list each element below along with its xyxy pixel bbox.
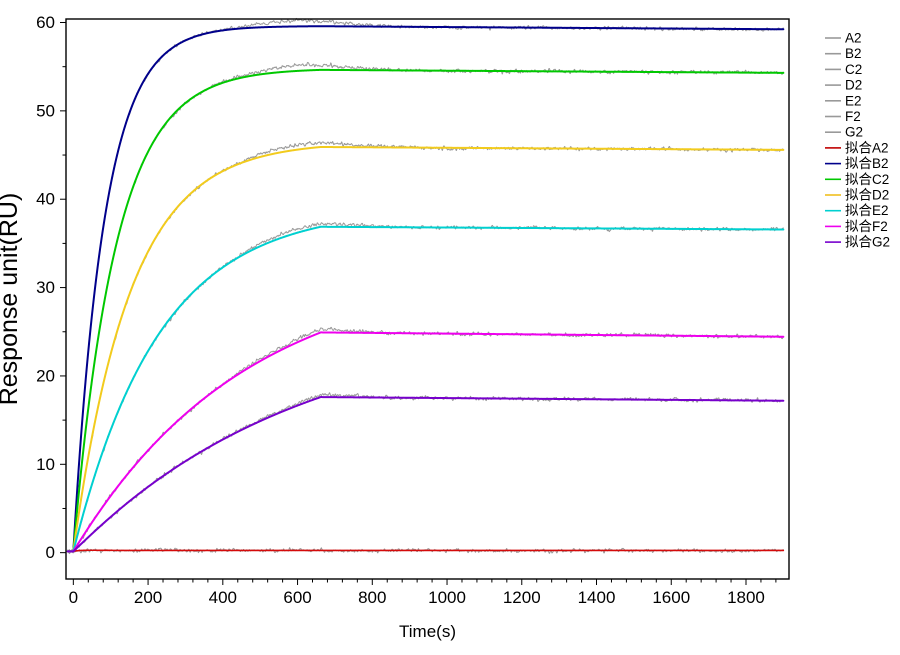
svg-text:C2: C2 [845,62,862,77]
svg-text:拟合F2: 拟合F2 [845,219,888,234]
svg-text:20: 20 [36,366,55,385]
svg-text:1000: 1000 [428,588,466,607]
svg-text:拟合G2: 拟合G2 [845,235,890,250]
svg-text:40: 40 [36,190,55,209]
svg-text:Time(s): Time(s) [399,622,456,641]
svg-text:D2: D2 [845,78,862,93]
svg-text:拟合C2: 拟合C2 [845,172,889,187]
svg-text:拟合D2: 拟合D2 [845,188,889,203]
svg-text:10: 10 [36,455,55,474]
svg-text:B2: B2 [845,46,862,61]
svg-text:1400: 1400 [578,588,616,607]
svg-text:400: 400 [209,588,237,607]
svg-text:1800: 1800 [727,588,765,607]
svg-text:1600: 1600 [652,588,690,607]
svg-text:拟合A2: 拟合A2 [845,140,889,155]
svg-text:600: 600 [283,588,311,607]
svg-text:50: 50 [36,101,55,120]
svg-text:0: 0 [69,588,78,607]
svg-text:0: 0 [46,543,55,562]
svg-text:拟合B2: 拟合B2 [845,156,889,171]
svg-text:A2: A2 [845,31,862,46]
svg-text:60: 60 [36,13,55,32]
svg-text:G2: G2 [845,125,863,140]
svg-text:Response unit(RU): Response unit(RU) [0,193,23,406]
svg-text:30: 30 [36,278,55,297]
svg-text:F2: F2 [845,109,861,124]
svg-text:200: 200 [134,588,162,607]
svg-text:E2: E2 [845,93,862,108]
svg-text:1200: 1200 [503,588,541,607]
svg-text:拟合E2: 拟合E2 [845,203,889,218]
svg-text:800: 800 [358,588,386,607]
